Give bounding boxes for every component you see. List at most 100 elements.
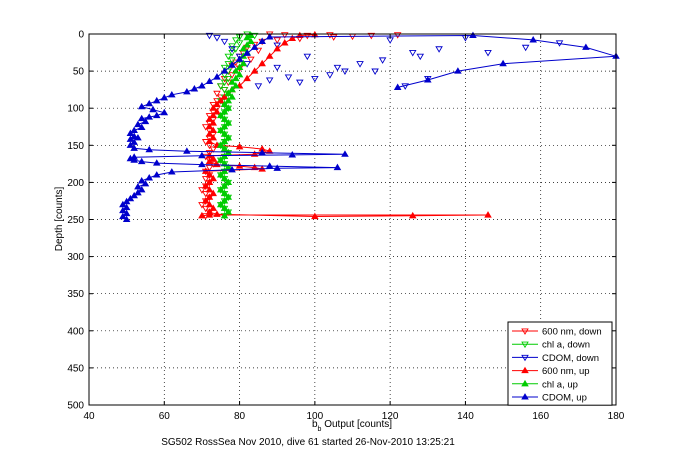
data-point (280, 39, 289, 46)
data-point (329, 34, 338, 41)
data-point (408, 211, 417, 219)
data-point (213, 90, 221, 98)
data-point (273, 64, 282, 72)
data-point (224, 96, 233, 104)
data-point (220, 182, 229, 189)
data-point (224, 61, 233, 68)
data-point (416, 53, 425, 61)
y-tick-label: 50 (73, 67, 85, 78)
data-point (499, 59, 507, 67)
data-point (232, 74, 240, 82)
data-point (469, 31, 477, 39)
legend-label: CDOM, down (542, 353, 599, 364)
data-point (220, 115, 229, 122)
data-point (220, 189, 229, 197)
data-point (341, 150, 349, 157)
data-point (284, 74, 293, 81)
data-point (134, 182, 142, 190)
y-tick-label: 150 (67, 141, 84, 152)
data-point (152, 171, 161, 178)
data-point (311, 75, 319, 83)
data-point (220, 87, 229, 94)
data-point (130, 126, 138, 134)
y-tick-label: 0 (78, 30, 84, 41)
data-point (145, 174, 154, 181)
data-point (198, 82, 206, 89)
data-point (250, 41, 259, 49)
data-point (137, 157, 146, 165)
data-point (265, 33, 274, 40)
data-point (254, 47, 263, 55)
y-tick-label: 300 (67, 252, 84, 263)
legend-marker (521, 379, 529, 387)
legend-label: chl a, up (542, 379, 578, 390)
data-point (254, 83, 263, 90)
data-point (145, 113, 154, 120)
data-point (232, 46, 240, 53)
data-point (311, 212, 319, 220)
data-point (137, 102, 146, 110)
legend-marker (521, 366, 529, 374)
data-point (250, 43, 259, 50)
data-point (205, 171, 214, 178)
data-point (224, 119, 233, 126)
data-point (232, 67, 240, 74)
data-point (371, 68, 379, 75)
data-point (228, 72, 236, 79)
data-point (224, 104, 233, 111)
legend-box (507, 321, 613, 406)
data-point (273, 42, 282, 50)
data-point (224, 75, 233, 83)
data-point (216, 156, 225, 163)
data-point (205, 165, 214, 172)
data-point (209, 161, 218, 168)
data-point (247, 37, 255, 44)
data-point (273, 44, 282, 52)
data-point (333, 64, 342, 72)
data-point (258, 37, 266, 44)
data-point (288, 34, 297, 42)
data-point (521, 44, 530, 52)
data-point (423, 76, 432, 83)
data-point (220, 67, 229, 74)
legend-label: 600 nm, down (542, 327, 602, 338)
data-point (265, 77, 274, 84)
data-point (198, 202, 206, 209)
data-point (198, 187, 206, 194)
data-point (303, 53, 312, 61)
data-point (216, 185, 225, 193)
data-point (224, 133, 233, 141)
data-point (198, 151, 206, 159)
x-tick-label: 100 (307, 411, 324, 422)
data-point (228, 93, 236, 100)
data-point (130, 153, 138, 160)
data-point (296, 79, 304, 87)
data-point (220, 122, 229, 130)
data-point (216, 141, 225, 148)
legend-marker (521, 328, 529, 335)
data-point (247, 56, 255, 64)
data-point (341, 68, 349, 75)
data-point (258, 59, 266, 67)
data-point (220, 100, 229, 108)
data-point (378, 57, 387, 64)
data-point (265, 52, 274, 59)
data-point (216, 171, 225, 178)
data-point (228, 46, 236, 53)
data-point (190, 85, 199, 92)
data-point (205, 208, 214, 215)
data-point (205, 32, 214, 40)
data-point (235, 55, 244, 62)
data-point (160, 108, 169, 116)
data-point (303, 32, 312, 40)
legend-marker (521, 354, 529, 362)
data-point (198, 211, 206, 219)
data-point (205, 122, 214, 130)
axis-ticks: 40 60 80 100 120 140 160 180 0 50 100 150 200 250 300 3… (67, 30, 624, 423)
data-point (209, 104, 218, 111)
data-point (152, 159, 161, 166)
data-point (137, 177, 146, 184)
data-point (205, 185, 214, 193)
data-point (239, 44, 248, 52)
